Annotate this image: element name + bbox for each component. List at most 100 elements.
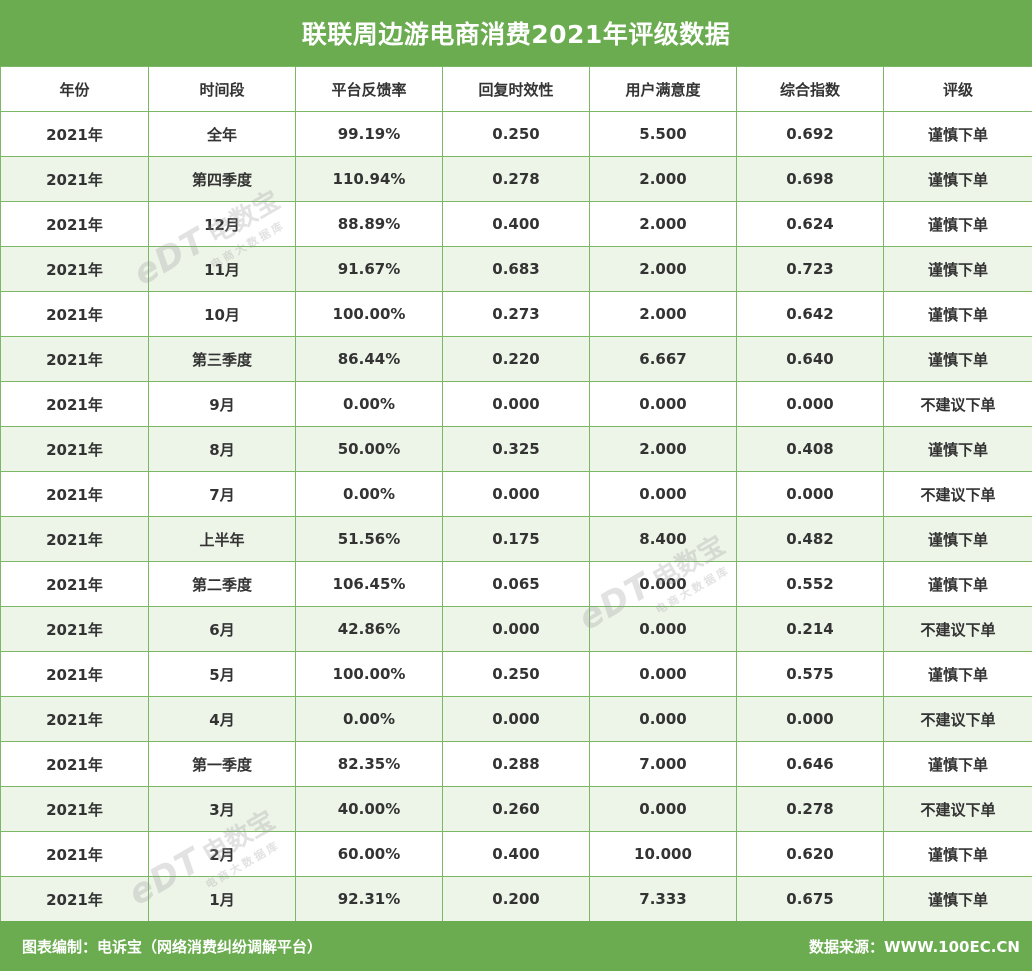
table-cell: 100.00% [295, 291, 443, 337]
table-cell: 不建议下单 [883, 696, 1032, 742]
table-cell: 2.000 [589, 246, 737, 292]
table-cell: 谨慎下单 [883, 156, 1032, 202]
table-cell: 7.333 [589, 876, 737, 922]
table-cell: 2021年 [0, 291, 149, 337]
table-cell: 0.620 [736, 831, 884, 877]
table-cell: 10月 [148, 291, 296, 337]
table-cell: 2月 [148, 831, 296, 877]
table-cell: 0.000 [736, 471, 884, 517]
table-cell: 0.288 [442, 741, 590, 787]
table-cell: 谨慎下单 [883, 336, 1032, 382]
table-cell: 谨慎下单 [883, 561, 1032, 607]
table-cell: 106.45% [295, 561, 443, 607]
table-cell: 2021年 [0, 426, 149, 472]
table-cell: 2021年 [0, 381, 149, 427]
table-cell: 40.00% [295, 786, 443, 832]
table-cell: 50.00% [295, 426, 443, 472]
table-cell: 0.000 [589, 471, 737, 517]
table-cell: 3月 [148, 786, 296, 832]
table-cell: 2.000 [589, 291, 737, 337]
table-cell: 2021年 [0, 786, 149, 832]
table-row: 2021年 3月 40.00% 0.260 0.000 0.278 不建议下单 [0, 786, 1032, 832]
table-cell: 0.000 [589, 651, 737, 697]
table-cell: 0.000 [442, 381, 590, 427]
table-row: 2021年 10月 100.00% 0.273 2.000 0.642 谨慎下单 [0, 291, 1032, 337]
table-cell: 0.000 [442, 471, 590, 517]
column-header: 回复时效性 [442, 66, 590, 112]
table-cell: 谨慎下单 [883, 111, 1032, 157]
table-cell: 0.00% [295, 696, 443, 742]
footer-bar: 图表编制：电诉宝（网络消费纠纷调解平台） 数据来源：WWW.100EC.CN [0, 921, 1032, 971]
table-cell: 谨慎下单 [883, 426, 1032, 472]
table-cell: 2021年 [0, 201, 149, 247]
table-cell: 0.408 [736, 426, 884, 472]
table-cell: 不建议下单 [883, 606, 1032, 652]
table-cell: 谨慎下单 [883, 291, 1032, 337]
table-cell: 0.698 [736, 156, 884, 202]
table-cell: 99.19% [295, 111, 443, 157]
table-cell: 不建议下单 [883, 471, 1032, 517]
table-cell: 8.400 [589, 516, 737, 562]
table-row: 2021年 8月 50.00% 0.325 2.000 0.408 谨慎下单 [0, 426, 1032, 472]
table-cell: 9月 [148, 381, 296, 427]
table-cell: 上半年 [148, 516, 296, 562]
table-cell: 不建议下单 [883, 381, 1032, 427]
table-cell: 91.67% [295, 246, 443, 292]
table-cell: 0.400 [442, 831, 590, 877]
table-cell: 0.000 [442, 606, 590, 652]
table-cell: 2021年 [0, 831, 149, 877]
table-cell: 82.35% [295, 741, 443, 787]
table-cell: 0.214 [736, 606, 884, 652]
table-row: 2021年 第三季度 86.44% 0.220 6.667 0.640 谨慎下单 [0, 336, 1032, 382]
table-row: 2021年 12月 88.89% 0.400 2.000 0.624 谨慎下单 [0, 201, 1032, 247]
table-cell: 谨慎下单 [883, 201, 1032, 247]
table-cell: 谨慎下单 [883, 651, 1032, 697]
table-cell: 10.000 [589, 831, 737, 877]
table-cell: 0.00% [295, 381, 443, 427]
table-cell: 2021年 [0, 876, 149, 922]
table-cell: 2.000 [589, 156, 737, 202]
table-cell: 0.000 [736, 696, 884, 742]
table-cell: 6月 [148, 606, 296, 652]
table-row: 2021年 11月 91.67% 0.683 2.000 0.723 谨慎下单 [0, 246, 1032, 292]
table-cell: 88.89% [295, 201, 443, 247]
table-cell: 第一季度 [148, 741, 296, 787]
table-cell: 2.000 [589, 201, 737, 247]
table-cell: 12月 [148, 201, 296, 247]
table-cell: 0.000 [589, 696, 737, 742]
table-cell: 全年 [148, 111, 296, 157]
column-header: 平台反馈率 [295, 66, 443, 112]
table-cell: 0.400 [442, 201, 590, 247]
table-cell: 42.86% [295, 606, 443, 652]
table-cell: 2021年 [0, 516, 149, 562]
footer-credit: 图表编制：电诉宝（网络消费纠纷调解平台） [22, 937, 323, 956]
table-row: 2021年 6月 42.86% 0.000 0.000 0.214 不建议下单 [0, 606, 1032, 652]
table-row: 2021年 9月 0.00% 0.000 0.000 0.000 不建议下单 [0, 381, 1032, 427]
table-cell: 0.000 [589, 786, 737, 832]
table-cell: 0.723 [736, 246, 884, 292]
table-cell: 0.250 [442, 111, 590, 157]
table-cell: 0.200 [442, 876, 590, 922]
table-cell: 2021年 [0, 156, 149, 202]
table-cell: 0.250 [442, 651, 590, 697]
table-cell: 7.000 [589, 741, 737, 787]
table-row: 2021年 4月 0.00% 0.000 0.000 0.000 不建议下单 [0, 696, 1032, 742]
table-cell: 2021年 [0, 471, 149, 517]
table-cell: 谨慎下单 [883, 876, 1032, 922]
table-header-row: 年份 时间段 平台反馈率 回复时效性 用户满意度 综合指数 评级 [0, 66, 1032, 112]
table-cell: 2021年 [0, 246, 149, 292]
table-cell: 2021年 [0, 741, 149, 787]
table-cell: 0.273 [442, 291, 590, 337]
table-cell: 110.94% [295, 156, 443, 202]
table-row: 2021年 7月 0.00% 0.000 0.000 0.000 不建议下单 [0, 471, 1032, 517]
table-cell: 0.624 [736, 201, 884, 247]
table-cell: 0.000 [589, 561, 737, 607]
column-header: 年份 [0, 66, 149, 112]
table-cell: 谨慎下单 [883, 831, 1032, 877]
table-cell: 6.667 [589, 336, 737, 382]
table-row: 2021年 第一季度 82.35% 0.288 7.000 0.646 谨慎下单 [0, 741, 1032, 787]
table-cell: 11月 [148, 246, 296, 292]
table-cell: 0.000 [589, 381, 737, 427]
page-title: 联联周边游电商消费2021年评级数据 [0, 0, 1032, 66]
table-cell: 92.31% [295, 876, 443, 922]
